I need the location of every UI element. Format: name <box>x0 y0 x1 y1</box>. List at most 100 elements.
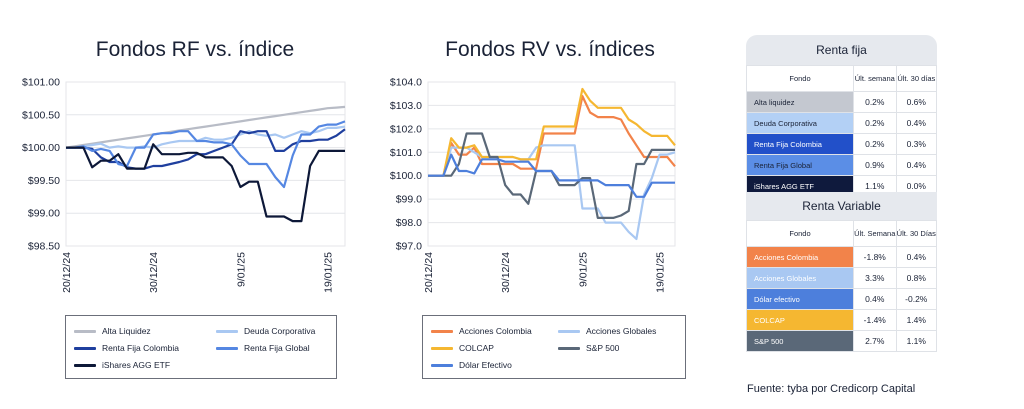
y-tick-label: $100.00 <box>22 142 60 154</box>
month-return-cell: 0.6% <box>895 91 938 113</box>
series-line-ishares-agg-etf <box>66 143 345 223</box>
table-row: Renta Fija Colombia 0.2% 0.3% <box>746 133 938 155</box>
legend-item: COLCAP <box>431 343 494 353</box>
fund-name-cell: COLCAP <box>746 309 854 331</box>
fund-name-cell: Renta Fija Global <box>746 154 854 176</box>
fund-name-cell: Acciones Colombia <box>746 246 854 268</box>
month-return-cell: 0.4% <box>895 112 938 134</box>
week-return-cell: -1.8% <box>853 246 897 268</box>
week-return-cell: 2.7% <box>853 330 897 352</box>
column-header: Últ. Semana <box>853 220 897 247</box>
table-title-renta-fija: Renta fija <box>746 35 937 65</box>
legend-label: Deuda Corporativa <box>244 326 316 336</box>
month-return-cell: 0.4% <box>895 246 938 268</box>
week-return-cell: 0.2% <box>853 91 897 113</box>
y-tick-label: $99.50 <box>28 175 60 187</box>
legend-label: Renta Fija Global <box>244 343 310 353</box>
legend-swatch <box>431 329 453 333</box>
table-row: Renta Fija Global 0.9% 0.4% <box>746 154 938 176</box>
series-line-acciones-globales <box>428 144 676 241</box>
legend-swatch <box>558 329 580 333</box>
table-row: COLCAP -1.4% 1.4% <box>746 309 938 331</box>
y-tick-label: $101.00 <box>22 77 60 89</box>
fund-name-cell: Alta liquidez <box>746 91 854 113</box>
legend-rf: Alta Liquidez Deuda Corporativa Renta Fija… <box>65 315 337 379</box>
legend-item: Acciones Globales <box>558 326 656 336</box>
legend-label: S&P 500 <box>586 343 620 353</box>
source-note: Fuente: tyba por Credicorp Capital <box>747 383 916 395</box>
legend-item: Dólar Efectivo <box>431 360 512 370</box>
legend-label: Acciones Globales <box>586 326 657 336</box>
legend-label: Alta Liquidez <box>102 326 151 336</box>
legend-rv: Acciones Colombia Acciones Globales COLCAP… <box>422 315 686 379</box>
y-tick-label: $99.00 <box>28 208 60 220</box>
legend-item: Renta Fija Colombia <box>74 343 179 353</box>
fund-name-cell: Deuda Corporativa <box>746 112 854 134</box>
month-return-cell: 0.4% <box>895 154 938 176</box>
legend-swatch <box>431 363 453 367</box>
x-tick-label: 19/01/25 <box>323 252 335 293</box>
legend-item: Renta Fija Global <box>216 343 310 353</box>
week-return-cell: -1.4% <box>853 309 897 331</box>
y-tick-label: $101.0 <box>390 147 422 159</box>
legend-label: Renta Fija Colombia <box>102 343 180 353</box>
y-tick-label: $97.0 <box>396 241 422 253</box>
y-tick-label: $99.0 <box>396 194 422 206</box>
y-tick-label: $102.0 <box>390 123 422 135</box>
chart-rv: $97.0 $98.0 $99.0 $100.0 $101.0 $102.0 $103.0 $… <box>390 77 676 293</box>
month-return-cell: -0.2% <box>895 288 938 310</box>
legend-label: Dólar Efectivo <box>459 360 512 370</box>
table-header-row: Fondo Últ. Semana Últ. 30 Días <box>746 220 938 247</box>
table-title-renta-variable: Renta Variable <box>746 192 937 220</box>
column-header: Fondo <box>746 65 854 92</box>
month-return-cell: 1.4% <box>895 309 938 331</box>
legend-swatch <box>74 329 96 333</box>
plot-frame <box>65 81 346 247</box>
column-header: Últ. 30 Días <box>895 220 938 247</box>
fund-name-cell: Renta Fija Colombia <box>746 133 854 155</box>
x-tick-label: 30/12/24 <box>148 252 160 293</box>
x-tick-label: 20/12/24 <box>61 252 73 293</box>
week-return-cell: 0.4% <box>853 288 897 310</box>
y-tick-label: $98.50 <box>28 241 60 253</box>
legend-item: iShares AGG ETF <box>74 360 170 370</box>
series-line-d-lar-efectivo <box>428 153 675 198</box>
legend-swatch <box>74 363 96 367</box>
column-header: Fondo <box>746 220 854 247</box>
week-return-cell: 3.3% <box>853 267 897 289</box>
legend-swatch <box>431 346 453 350</box>
table-row: S&P 500 2.7% 1.1% <box>746 330 938 352</box>
legend-label: Acciones Colombia <box>459 326 532 336</box>
chart-rf: $98.50 $99.00 $99.50 $100.00 $100.50 $101.00 2… <box>22 77 346 293</box>
week-return-cell: 0.2% <box>853 133 897 155</box>
legend-swatch <box>558 346 580 350</box>
legend-item: S&P 500 <box>558 343 619 353</box>
legend-item: Acciones Colombia <box>431 326 532 336</box>
month-return-cell: 0.3% <box>895 133 938 155</box>
table-renta-fija: Renta fija Fondo Últ. semana Últ. 30 días A… <box>746 35 938 197</box>
month-return-cell: 0.8% <box>895 267 938 289</box>
y-tick-label: $103.0 <box>390 100 422 112</box>
x-tick-label: 9/01/25 <box>235 252 247 287</box>
x-tick-label: 20/12/24 <box>423 252 435 293</box>
legend-swatch <box>216 346 238 350</box>
week-return-cell: 0.9% <box>853 154 897 176</box>
legend-swatch <box>216 329 238 333</box>
legend-label: COLCAP <box>459 343 494 353</box>
legend-item: Alta Liquidez <box>74 326 151 336</box>
series-line-colcap <box>428 87 676 177</box>
y-tick-label: $104.0 <box>390 77 422 89</box>
x-tick-label: 30/12/24 <box>500 252 512 293</box>
series-line-alta-liquidez <box>65 105 346 149</box>
table-renta-variable: Renta Variable Fondo Últ. Semana Últ. 30 D… <box>746 192 938 352</box>
series-line-renta-fija-global <box>66 120 346 189</box>
chart-title-rf: Fondos RF vs. índice <box>95 38 295 61</box>
month-return-cell: 1.1% <box>895 330 938 352</box>
fund-name-cell: Acciones Globales <box>746 267 854 289</box>
table-row: Acciones Globales 3.3% 0.8% <box>746 267 938 289</box>
column-header: Últ. 30 días <box>895 65 938 92</box>
legend-item: Deuda Corporativa <box>216 326 315 336</box>
legend-label: iShares AGG ETF <box>102 360 171 370</box>
table-row: Alta liquidez 0.2% 0.6% <box>746 91 938 113</box>
table-row: Deuda Corporativa 0.2% 0.4% <box>746 112 938 134</box>
